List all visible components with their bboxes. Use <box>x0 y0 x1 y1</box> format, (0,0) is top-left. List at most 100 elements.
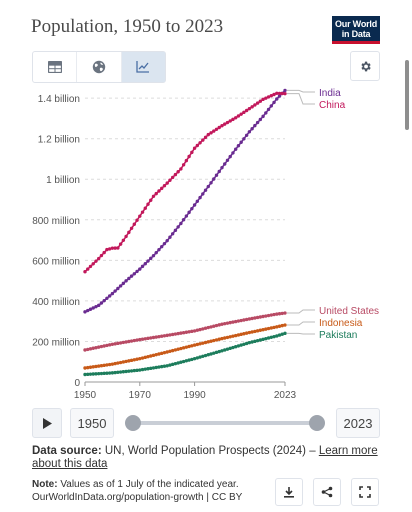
data-point <box>283 311 287 315</box>
settings-button[interactable] <box>350 51 380 81</box>
data-point <box>94 372 98 376</box>
data-point <box>206 353 210 357</box>
data-point <box>258 338 263 342</box>
data-point <box>160 334 164 338</box>
fullscreen-button[interactable] <box>351 478 379 506</box>
data-point <box>162 334 167 338</box>
data-point <box>250 316 254 321</box>
data-point <box>206 325 210 330</box>
data-point <box>247 106 252 111</box>
data-point <box>212 129 216 133</box>
data-point <box>220 336 224 341</box>
y-tick-label: 400 million <box>32 297 80 308</box>
data-point <box>228 335 232 339</box>
data-point <box>266 336 271 340</box>
data-point <box>184 345 189 349</box>
data-point <box>107 371 112 375</box>
timeline-end-handle[interactable] <box>309 415 325 431</box>
data-point <box>118 284 123 288</box>
data-point <box>86 308 90 313</box>
note-text: Values as of 1 July of the indicated yea… <box>60 479 239 490</box>
data-point <box>143 337 147 341</box>
data-point <box>118 242 123 246</box>
data-point <box>110 371 115 375</box>
series-label: Pakistan <box>319 330 357 341</box>
data-point <box>231 117 235 122</box>
data-point <box>138 267 142 271</box>
data-point <box>247 330 252 335</box>
data-point <box>195 199 200 204</box>
data-point <box>176 225 180 229</box>
data-point <box>173 348 178 352</box>
x-tick-label: 1970 <box>129 390 152 401</box>
data-point <box>83 348 87 352</box>
data-point <box>198 195 202 200</box>
data-point <box>181 330 186 335</box>
data-point <box>190 344 194 348</box>
data-point <box>190 357 194 362</box>
data-point <box>223 348 227 352</box>
data-point <box>181 218 186 222</box>
timeline-track[interactable] <box>133 421 317 425</box>
data-point <box>154 191 158 196</box>
data-point <box>253 316 257 320</box>
data-point <box>94 364 98 369</box>
data-point <box>132 272 137 276</box>
data-point <box>102 344 106 348</box>
data-point <box>91 262 95 266</box>
data-point <box>124 340 128 344</box>
tab-map[interactable] <box>77 52 122 82</box>
data-point <box>275 97 279 101</box>
data-point <box>269 335 274 340</box>
data-point <box>179 221 183 226</box>
share-icon <box>321 486 333 498</box>
data-point <box>88 307 93 311</box>
data-point <box>228 154 232 159</box>
data-point <box>280 311 284 316</box>
data-point <box>198 355 202 359</box>
data-point <box>102 371 106 376</box>
data-point <box>179 360 183 364</box>
data-point <box>255 120 260 125</box>
data-point <box>170 362 175 367</box>
data-point <box>266 107 271 112</box>
citation-url[interactable]: OurWorldInData.org/population-growth | C… <box>32 492 243 503</box>
tab-chart[interactable] <box>121 52 165 82</box>
play-button[interactable] <box>32 408 62 438</box>
data-point <box>247 340 252 345</box>
data-point <box>212 324 216 328</box>
label-connector <box>287 332 315 335</box>
data-point <box>124 369 128 374</box>
owid-logo[interactable]: Our World in Data <box>332 16 380 44</box>
data-point <box>170 332 175 337</box>
data-point <box>242 318 246 322</box>
data-point <box>127 230 131 235</box>
data-point <box>187 154 191 159</box>
download-button[interactable] <box>275 478 303 506</box>
data-point <box>214 173 219 177</box>
data-point <box>184 359 189 363</box>
data-point <box>121 340 126 345</box>
learn-more-link[interactable]: Learn more about this data <box>32 445 378 470</box>
data-point <box>214 323 219 328</box>
data-point <box>231 345 235 350</box>
data-point <box>220 322 224 326</box>
data-point <box>201 341 205 345</box>
data-point <box>184 330 189 334</box>
data-point <box>96 303 101 308</box>
data-point <box>88 365 93 369</box>
y-tick-label: 0 <box>74 378 80 389</box>
page-scrollbar[interactable] <box>405 60 409 130</box>
data-point <box>192 343 197 347</box>
data-point <box>275 334 279 338</box>
share-button[interactable] <box>313 478 341 506</box>
logo-line-2: in Data <box>341 29 371 39</box>
data-point <box>223 122 227 126</box>
tab-table[interactable] <box>33 52 78 82</box>
data-point <box>157 352 161 356</box>
series-line <box>84 92 286 273</box>
data-point <box>253 103 257 107</box>
table-icon <box>47 61 62 73</box>
timeline-start-handle[interactable] <box>125 415 141 431</box>
data-point <box>105 363 109 367</box>
